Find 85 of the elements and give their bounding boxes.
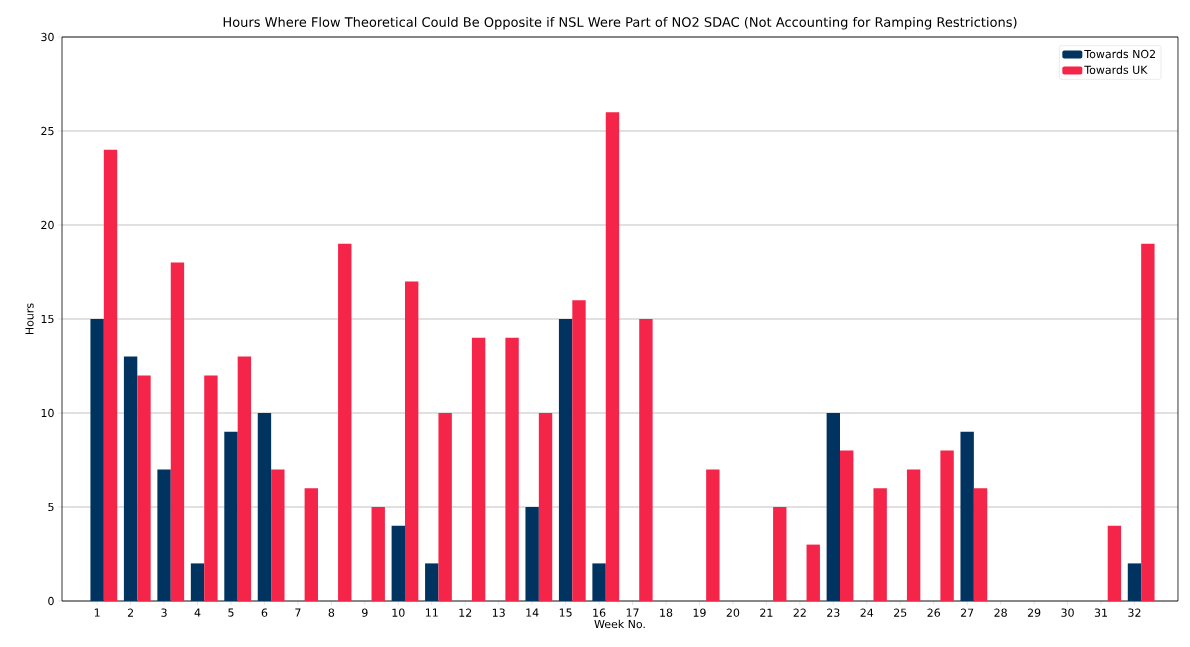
bar <box>103 149 118 601</box>
bar <box>840 450 854 601</box>
y-tick-label: 25 <box>41 126 54 136</box>
x-tick-label: 22 <box>793 608 806 617</box>
x-tick-label: 12 <box>459 608 472 617</box>
x-tick-label: 1 <box>94 608 100 617</box>
bar <box>592 563 606 601</box>
bar <box>525 507 539 601</box>
x-tick-label: 30 <box>1061 608 1074 617</box>
bar <box>425 563 439 601</box>
bar <box>505 337 519 601</box>
x-tick-label: 2 <box>127 608 133 617</box>
x-tick-label: 25 <box>894 608 907 617</box>
x-tick-label: 5 <box>228 608 234 617</box>
x-tick-label: 29 <box>1027 608 1041 617</box>
x-tick-label: 24 <box>860 608 874 617</box>
y-tick-label: 5 <box>48 502 54 512</box>
bar <box>170 262 185 601</box>
x-tick-label: 26 <box>927 608 941 617</box>
y-tick-label: 15 <box>41 314 54 324</box>
bar <box>471 337 486 601</box>
legend-label: Towards UK <box>1084 65 1148 74</box>
legend-label: Towards NO2 <box>1084 49 1155 59</box>
x-tick-label: 19 <box>693 608 706 617</box>
bar <box>224 431 238 601</box>
bar <box>1107 525 1122 601</box>
bar <box>873 488 887 601</box>
x-tick-label: 17 <box>626 608 639 617</box>
x-tick-label: 8 <box>328 608 335 617</box>
bar <box>706 469 720 601</box>
x-tick-label: 6 <box>261 608 268 617</box>
bar <box>391 525 405 601</box>
y-tick-label: 30 <box>41 32 54 42</box>
bar <box>940 450 954 601</box>
x-tick-label: 10 <box>392 608 405 617</box>
bar <box>438 413 452 601</box>
bar <box>338 243 352 601</box>
x-tick-label: 9 <box>362 608 368 617</box>
bar <box>257 413 272 601</box>
bar <box>137 375 151 601</box>
bar <box>190 563 205 601</box>
bar <box>973 488 988 601</box>
x-tick-label: 13 <box>492 608 505 617</box>
bar <box>773 507 787 601</box>
bar <box>90 319 104 601</box>
x-tick-label: 14 <box>526 608 539 617</box>
x-tick-label: 20 <box>726 608 740 617</box>
y-tick-label: 10 <box>41 408 54 418</box>
x-tick-label: 23 <box>827 608 840 617</box>
bar <box>960 431 974 601</box>
bar <box>123 356 138 601</box>
bar <box>304 488 318 601</box>
bar <box>558 319 573 601</box>
bar <box>906 469 921 601</box>
bar <box>605 112 620 601</box>
x-tick-label: 21 <box>760 608 773 617</box>
chart-title: Hours Where Flow Theoretical Could Be Opposite if NSL Were Part of NO2 SDAC (Not Accounting for Ramping Restrictions) <box>223 16 1017 30</box>
x-tick-label: 16 <box>593 608 606 617</box>
bar <box>826 413 840 601</box>
bar <box>1127 563 1142 601</box>
bar <box>371 507 385 601</box>
x-tick-label: 15 <box>559 608 572 617</box>
x-tick-label: 18 <box>660 608 673 617</box>
x-tick-label: 3 <box>161 608 167 617</box>
bar <box>204 375 218 601</box>
x-tick-label: 27 <box>960 608 974 617</box>
bar <box>806 544 820 601</box>
y-axis-title: Hours <box>25 303 34 335</box>
x-tick-label: 28 <box>994 608 1007 617</box>
x-tick-label: 31 <box>1094 608 1107 617</box>
x-tick-label: 7 <box>295 608 301 617</box>
x-tick-label: 4 <box>194 608 201 617</box>
x-axis-title: Week No. <box>594 619 645 629</box>
bar <box>271 469 285 601</box>
bar <box>404 281 419 601</box>
bar <box>639 319 653 601</box>
bar <box>237 356 252 601</box>
bar <box>157 469 171 601</box>
y-tick-label: 20 <box>41 220 54 230</box>
bar <box>1141 243 1155 601</box>
x-tick-label: 32 <box>1128 608 1141 617</box>
y-tick-label: 0 <box>48 596 54 606</box>
bar <box>538 413 553 601</box>
bar <box>572 300 586 601</box>
x-tick-label: 11 <box>425 608 438 617</box>
